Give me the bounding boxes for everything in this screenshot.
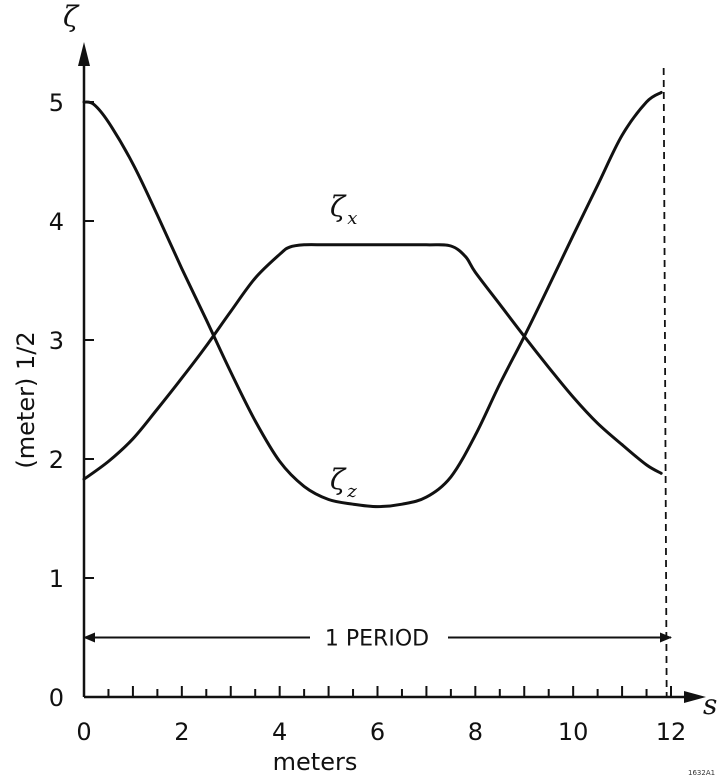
y-tick-label: 4 [49,208,64,236]
x-tick-label: 12 [656,718,687,746]
y-tick-label: 5 [49,89,64,117]
series-label-zeta-x-symbol: ζ [330,190,347,223]
y-axis-symbol: ζ [63,0,80,33]
y-tick-label: 1 [49,565,64,593]
series-line-zeta-x [82,243,663,481]
x-tick-label: 2 [174,718,189,746]
ticks [83,101,672,697]
y-tick-label: 2 [49,446,64,474]
x-axis-title: meters [273,748,358,776]
y-axis-arrow-icon [78,42,90,66]
x-tick-label: 8 [468,718,483,746]
series-label-zeta-z-symbol: ζ [330,463,347,496]
axes [78,42,706,703]
series-label-zeta-z-subscript: z [346,481,357,502]
y-tick-label: 0 [49,684,64,712]
x-axis-symbol: s [703,688,717,721]
series-line-zeta-z [82,91,663,509]
period-boundary-dashed-line [662,67,668,698]
figure-id: 1632A1 [688,769,715,777]
x-tick-label: 0 [76,718,91,746]
y-tick-label: 3 [49,327,64,355]
x-axis-arrow-icon [684,691,706,703]
period-label: 1 PERIOD [325,627,429,652]
y-axis-title: (meter) 1/2 [12,331,40,468]
x-tick-label: 4 [272,718,287,746]
series-label-zeta-x-subscript: x [347,208,357,229]
x-tick-label: 6 [370,718,385,746]
x-tick-label: 10 [558,718,589,746]
